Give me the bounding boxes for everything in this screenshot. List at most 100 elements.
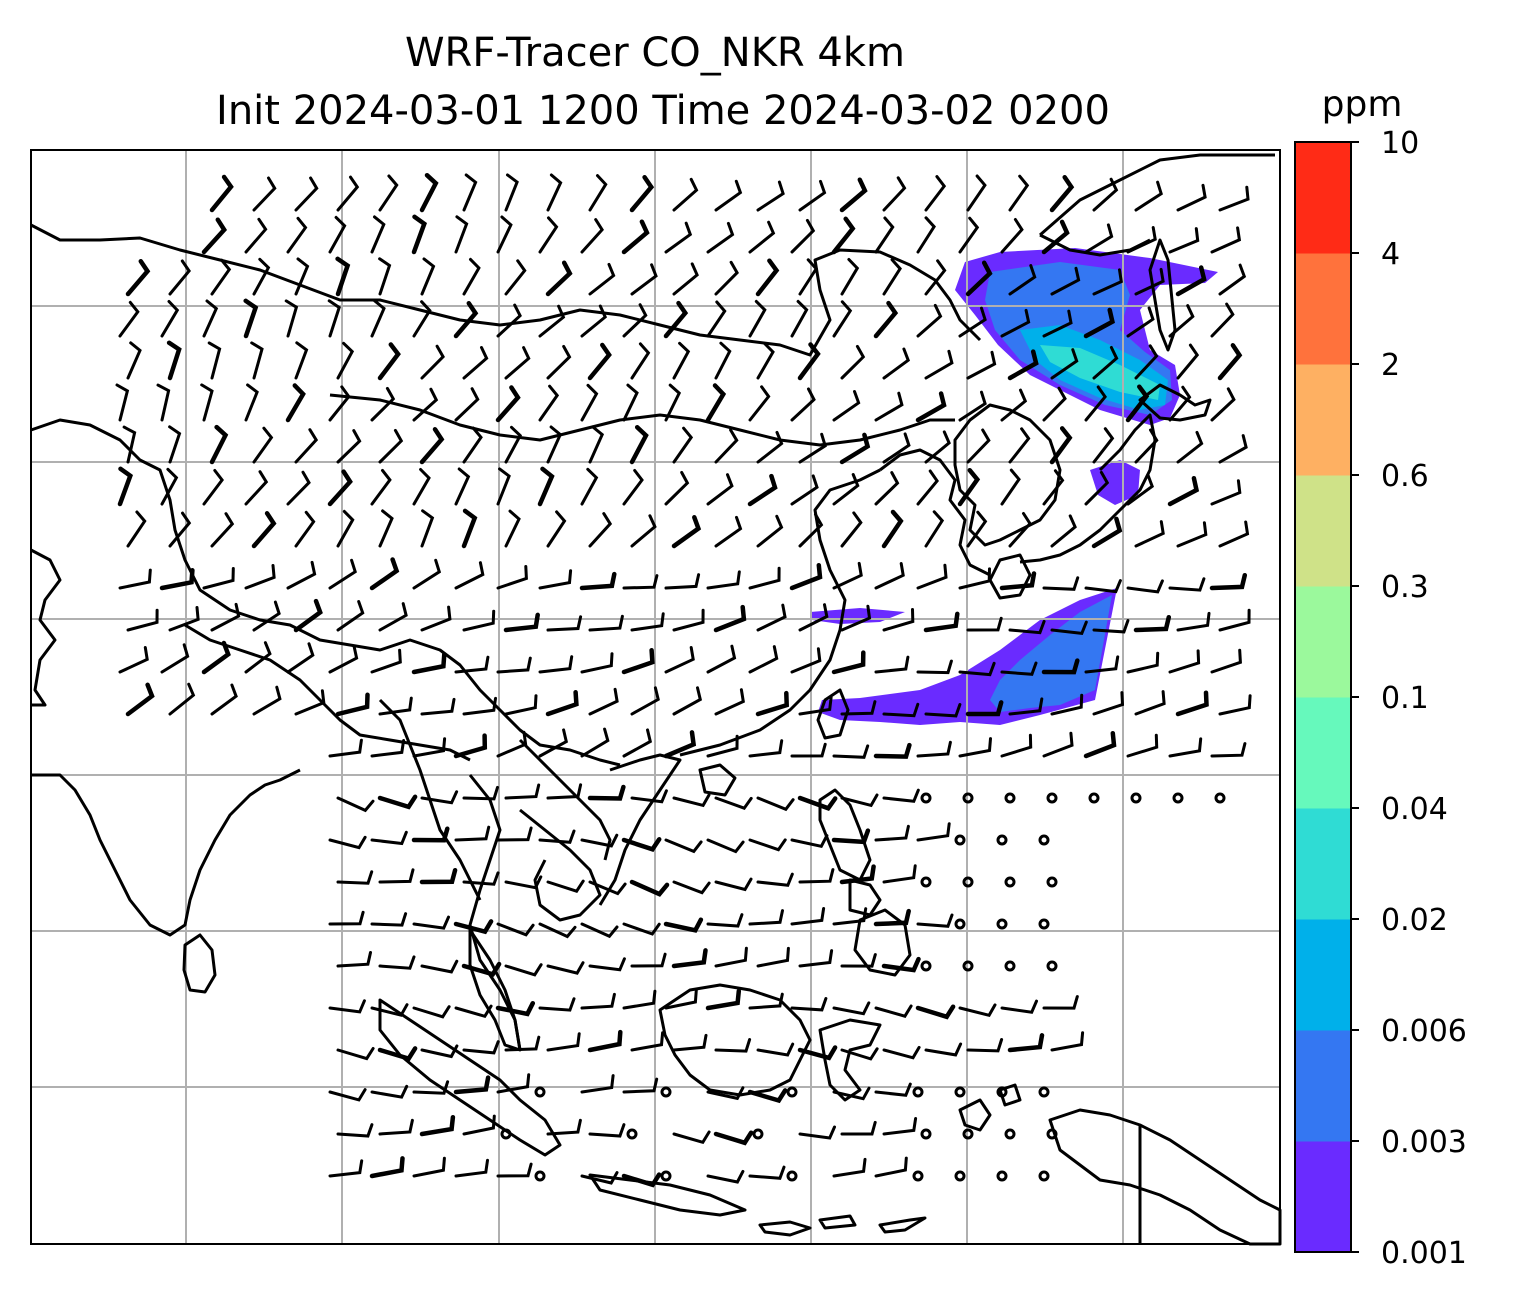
wind-barb [1210,387,1236,422]
wind-barb [335,256,351,297]
title-line-2: Init 2024-03-01 1200 Time 2024-03-02 020… [216,88,1110,134]
calm-wind-marker [500,1128,512,1140]
wind-barb [538,216,559,254]
wind-barb [328,1159,364,1178]
wind-barb [840,344,866,380]
wind-barb [202,567,235,590]
wind-barb [966,174,987,212]
russia-far-east [1039,153,1275,237]
hokkaido [1138,383,1212,422]
wind-barb [714,179,743,212]
calm-wind-marker [920,1128,932,1140]
wind-barb [496,730,528,758]
wind-barb [210,602,241,632]
wind-barb [160,300,180,338]
wind-barb [294,341,309,380]
wind-barb [411,826,450,843]
wind-barb [538,922,577,939]
wind-barb [840,700,877,716]
japan-honshu [1019,413,1157,564]
wind-barb [1000,661,1038,676]
wind-barb [924,259,947,296]
wind-barb [622,469,644,506]
wind-barb [251,511,277,549]
wind-barb [839,177,868,213]
wind-barb [244,217,268,254]
calm-wind-marker [534,1086,546,1098]
wind-barb [1084,223,1114,254]
wind-barb [462,785,499,801]
wind-barb [1007,349,1039,381]
colorbar-tick-label: 0.02 [1381,903,1448,938]
wind-barb [580,833,619,848]
map-frame [30,149,1281,1245]
wind-barb [630,1031,665,1052]
wind-barb [881,956,921,973]
wind-barb [756,514,784,548]
wind-barb [706,734,739,758]
wind-barb [454,561,485,590]
wind-barb [1176,521,1208,548]
wind-barb [370,215,386,254]
wind-barb [454,467,471,506]
calm-wind-marker [996,1086,1008,1098]
calm-wind-marker [996,1170,1008,1182]
wind-barb [671,515,702,549]
wind-barb [336,175,360,212]
wind-barb [958,661,996,677]
wind-barb [588,262,616,296]
wind-barb [496,826,533,842]
wind-barb [243,298,259,339]
wind-barb [924,430,951,464]
wind-barb [714,515,743,548]
korea [953,403,1062,547]
wind-barb [454,387,480,422]
sri-lanka [182,933,217,994]
calm-wind-marker [1214,792,1226,804]
colorbar-ticks: 0.001 0.003 0.006 0.02 0.04 0.1 0.3 0.6 2 4 10 [1351,126,1467,1271]
wind-barb [504,346,531,380]
colorbar-segment [1295,1030,1351,1142]
wind-barb [999,571,1037,591]
wind-barb [293,598,323,633]
wind-barb [663,300,689,339]
wind-barb [496,1162,533,1178]
wind-barb [966,428,991,464]
wind-barb [1218,694,1252,716]
calm-wind-marker [1172,792,1184,804]
colorbar-segments [1295,142,1351,1253]
wind-barb [294,689,326,716]
sulawesi [818,1018,882,1102]
wind-barb [580,304,608,338]
wind-barb [789,562,823,591]
wind-barb [412,737,447,758]
wind-barb [924,349,954,380]
wind-barb [874,1156,908,1178]
wind-barb [250,341,264,380]
wind-barb [798,949,834,968]
wind-barb [117,466,134,507]
wind-barb [664,838,703,854]
wind-barb [496,215,513,254]
wind-barb [294,257,310,296]
wind-barb [420,344,445,380]
wind-barb [1042,309,1073,338]
wind-barb [462,257,481,296]
wind-barb [370,830,408,846]
wind-barb [420,697,456,716]
wind-barb [958,306,987,338]
wind-barb [1049,426,1073,465]
colorbar-segment [1295,697,1351,809]
wind-barb [748,909,784,926]
wind-barb [840,511,863,548]
wind-barb [118,568,152,590]
calm-wind-marker [1130,792,1142,804]
wind-barb [503,612,540,633]
wind-barb [546,1118,582,1136]
wind-barb [1008,264,1037,296]
wind-barb [1134,690,1166,716]
wind-barb [706,570,741,590]
wind-barb [580,1074,615,1094]
wind-barb [664,988,698,1010]
map-panel [30,149,1282,1246]
